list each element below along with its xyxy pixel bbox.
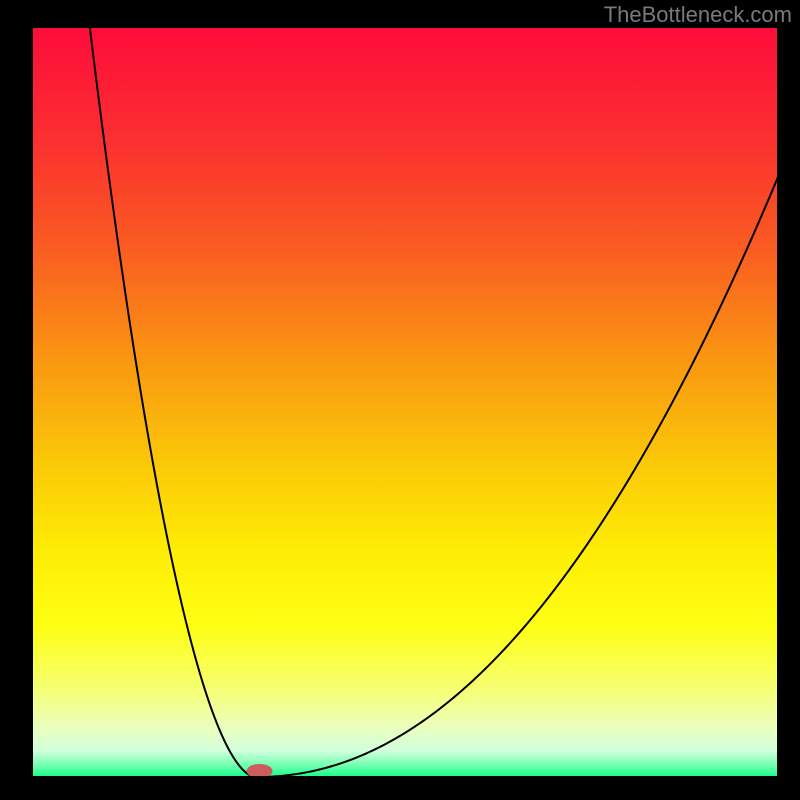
optimal-point-marker xyxy=(247,764,273,778)
plot-background xyxy=(32,27,778,777)
bottleneck-chart xyxy=(0,0,800,800)
watermark-text: TheBottleneck.com xyxy=(604,2,792,28)
